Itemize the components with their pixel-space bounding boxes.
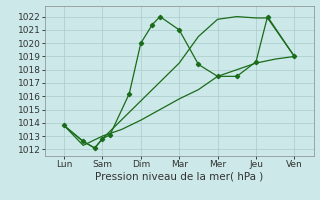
X-axis label: Pression niveau de la mer( hPa ): Pression niveau de la mer( hPa ) — [95, 172, 263, 182]
